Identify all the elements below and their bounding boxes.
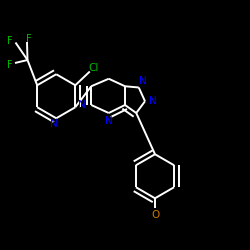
Text: F: F <box>7 60 12 70</box>
Text: N: N <box>139 76 146 86</box>
Text: N: N <box>78 100 86 110</box>
Text: Cl: Cl <box>88 64 99 74</box>
Text: F: F <box>7 36 13 46</box>
Text: N: N <box>50 119 58 129</box>
Text: F: F <box>26 34 31 44</box>
Text: O: O <box>151 210 159 220</box>
Text: N: N <box>105 116 112 126</box>
Text: N: N <box>150 96 157 106</box>
